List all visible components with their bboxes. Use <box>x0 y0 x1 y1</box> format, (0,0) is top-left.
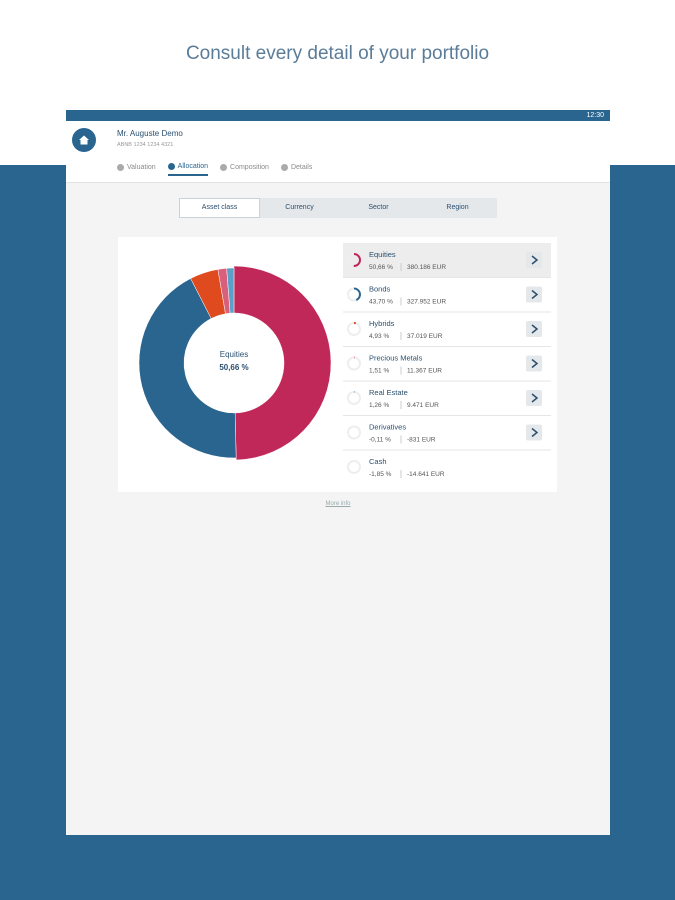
home-button[interactable] <box>72 128 96 152</box>
segment[interactable]: Region <box>446 204 469 211</box>
allocation-card: Equities 50,66 % Equities 50,66 % 380.186 EU… <box>118 237 557 492</box>
row-percent: 4,93 % <box>369 333 389 340</box>
row-arrow <box>531 427 539 438</box>
row-arrow-button[interactable] <box>526 355 542 372</box>
row-percent: 1,26 % <box>369 402 389 409</box>
row-percent: -0,11 % <box>369 437 391 444</box>
tab-label: Composition <box>230 164 269 171</box>
row-amount: 327.952 EUR <box>407 299 446 306</box>
row-name: Cash <box>369 457 387 466</box>
tab[interactable]: Details <box>280 163 313 176</box>
donut-slice[interactable] <box>233 265 332 461</box>
headline: Consult every detail of your portfolio <box>185 43 490 64</box>
row-highlight <box>343 243 551 278</box>
row-arrow <box>531 393 539 403</box>
segment[interactable]: Asset class <box>179 198 260 218</box>
row-name: Real Estate <box>369 388 408 397</box>
tab-label: Valuation <box>127 164 156 171</box>
row-name: Bonds <box>369 285 391 294</box>
segment[interactable]: Currency <box>285 204 314 211</box>
tab[interactable]: Allocation <box>167 163 209 176</box>
row-amount: 380.186 EUR <box>407 264 446 271</box>
row-icon-arc <box>353 253 361 267</box>
row-name: Precious Metals <box>369 354 423 363</box>
tab-label: Details <box>290 164 313 171</box>
donut-slice[interactable] <box>138 278 237 459</box>
row-arrow <box>531 255 539 265</box>
row-arrow-button[interactable] <box>526 286 542 303</box>
row-percent: 43,70 % <box>369 299 393 306</box>
row-arrow <box>531 358 539 369</box>
tab-icon <box>117 164 124 171</box>
row-arrow-button[interactable] <box>526 321 542 337</box>
status-time: 12:30 <box>586 112 604 119</box>
row-arrow <box>531 289 539 300</box>
row-icon-arc <box>354 287 361 301</box>
row-percent: 50,66 % <box>369 264 393 271</box>
allocation-view: Equities 50,66 % Equities 50,66 % 380.186 EU… <box>138 243 551 478</box>
tab[interactable]: Composition <box>220 163 269 176</box>
row-amount: 37.019 EUR <box>407 333 443 340</box>
tab[interactable]: Valuation <box>117 163 156 176</box>
row-amount: 11.367 EUR <box>407 368 442 375</box>
more-info-link[interactable]: More info <box>325 501 351 507</box>
row-arrow-button[interactable] <box>526 390 542 406</box>
tab-icon <box>167 163 175 170</box>
tab-bar: Valuation Allocation Composition Details <box>117 163 312 176</box>
row-icon-track <box>347 391 361 405</box>
donut-slice[interactable] <box>226 267 235 314</box>
row-percent: -1,85 % <box>369 471 392 478</box>
row-amount: -831 EUR <box>407 437 436 444</box>
client-name: Mr. Auguste Demo <box>117 129 183 138</box>
row-icon-arc <box>354 391 355 394</box>
row-arrow-button[interactable] <box>526 252 542 268</box>
donut-center-value: 50,66 % <box>219 363 248 372</box>
tab-label: Allocation <box>177 163 209 170</box>
tab-icon <box>280 164 288 171</box>
account-number: ABNB 1234 1234 4321 <box>117 142 174 148</box>
row-icon-arc <box>354 322 357 325</box>
row-icon-track <box>347 425 361 440</box>
row-name: Equities <box>369 250 396 259</box>
row-name: Hybrids <box>369 319 395 328</box>
row-icon-track <box>347 356 361 371</box>
row-amount: 9.471 EUR <box>407 402 439 409</box>
home-icon <box>79 135 89 145</box>
segment[interactable]: Sector <box>368 204 389 211</box>
donut-center-label: Equities <box>220 350 248 359</box>
row-icon-track <box>347 322 361 336</box>
segment-control: Asset class Currency Sector Region <box>179 198 497 218</box>
header: Mr. Auguste Demo ABNB 1234 1234 4321 Val… <box>66 121 610 183</box>
row-percent: 1,51 % <box>369 368 389 375</box>
tablet-screen: 12:30 Mr. Auguste Demo ABNB 1234 1234 43… <box>66 110 610 835</box>
row-icon-track <box>347 460 361 474</box>
status-bar: 12:30 <box>66 110 610 121</box>
row-name: Derivatives <box>369 423 406 432</box>
row-arrow-button[interactable] <box>526 424 542 441</box>
row-arrow <box>531 324 539 334</box>
row-icon-arc <box>354 356 355 359</box>
tab-icon <box>220 164 228 171</box>
row-amount: -14.641 EUR <box>407 471 445 478</box>
